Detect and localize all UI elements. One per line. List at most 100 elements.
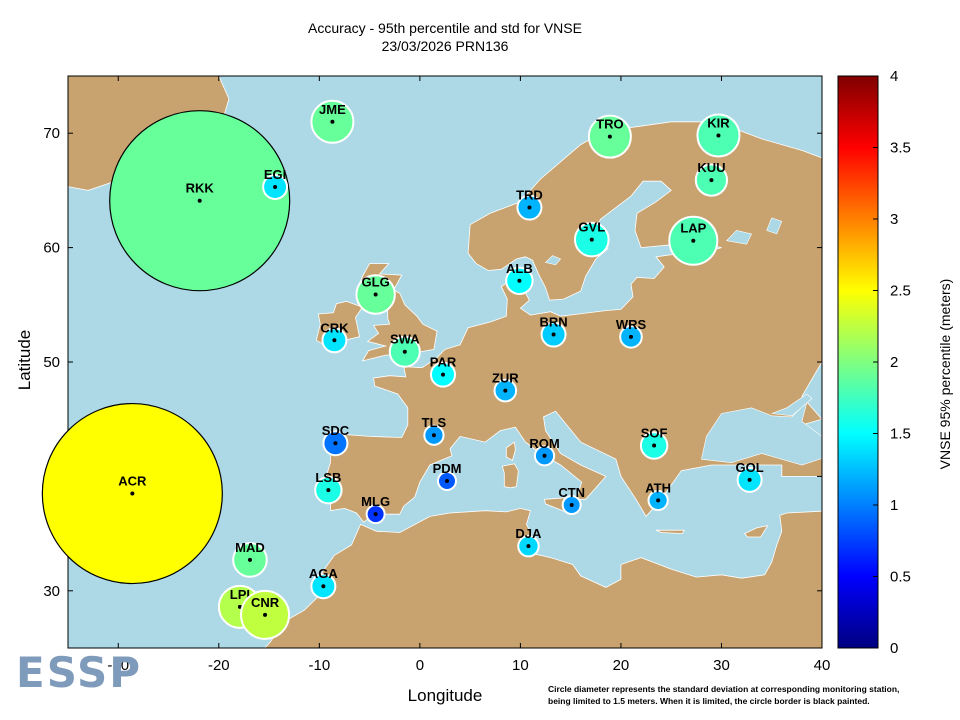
colorbar-tick-label: 0.5 [890,569,911,586]
footnote-line-1: Circle diameter represents the standard … [548,684,900,694]
station-label-par: PAR [430,355,457,370]
x-tick-label: 0 [416,657,424,674]
x-tick-label: 20 [613,657,630,674]
y-tick-label: 30 [43,583,60,600]
colorbar-tick-label: 2.5 [890,283,911,300]
azov-sea [771,393,813,417]
station-dot-lpi [237,604,242,609]
x-tick-label: 30 [713,657,730,674]
station-label-crk: CRK [320,320,349,335]
colorbar-tick-label: 1 [890,497,898,514]
station-label-lpi: LPI [230,587,250,602]
y-tick-label: 60 [43,240,60,257]
station-dot-sof [652,443,657,448]
colorbar-tick-label: 3 [890,211,898,228]
x-tick-label: -30 [107,657,129,674]
station-dot-brn [551,332,556,337]
station-dot-aga [321,584,326,589]
station-label-glg: GLG [362,275,390,290]
station-dot-dja [526,544,531,549]
y-tick-label: 70 [43,125,60,142]
crete-island [655,529,685,535]
station-dot-mad [247,557,252,562]
x-tick-label: 40 [814,657,831,674]
corsica-island [505,441,516,461]
station-dot-acr [130,491,135,496]
colorbar-tick-label: 4 [890,68,898,85]
station-dot-rkk [197,198,202,203]
station-label-cnr: CNR [251,595,280,610]
station-dot-tro [607,134,612,139]
station-dot-sdc [333,441,338,446]
footnote-line-2: being limited to 1.5 meters. When it is … [548,696,870,706]
station-label-sof: SOF [641,426,668,441]
chart-subtitle: 23/03/2026 PRN136 [381,38,509,54]
station-label-trd: TRD [516,188,543,203]
station-dot-cnr [263,612,268,617]
station-label-ath: ATH [645,480,671,495]
station-label-egi: EGI [264,167,286,182]
station-dot-swa [402,349,407,354]
station-label-sdc: SDC [322,423,350,438]
station-label-zur: ZUR [492,371,519,386]
station-dot-tls [431,433,436,438]
colorbar-tick-label: 2 [890,354,898,371]
colorbar [837,75,879,649]
chart-title: Accuracy - 95th percentile and std for V… [308,20,582,36]
lake-vanern [544,255,562,266]
station-dot-kuu [709,178,714,183]
station-dot-mlg [373,512,378,517]
station-label-tls: TLS [422,415,447,430]
colorbar-tick-label: 1.5 [890,426,911,443]
station-dot-zur [503,388,508,393]
station-label-kir: KIR [707,115,730,130]
black-sea [701,401,822,466]
y-axis-label: Latitude [15,329,34,391]
station-label-mad: MAD [235,540,265,555]
station-dot-egi [273,184,278,189]
lake-ladoga [725,230,753,245]
station-dot-lsb [326,488,331,493]
cyprus-island [743,525,769,538]
station-dot-crk [332,338,337,343]
station-label-tro: TRO [596,117,623,132]
station-label-alb: ALB [506,261,533,276]
station-label-jme: JME [319,102,346,117]
station-label-dja: DJA [515,526,542,541]
station-dot-gol [747,477,752,482]
x-tick-label: 10 [512,657,529,674]
colorbar-tick-label: 0 [890,640,898,657]
station-label-lap: LAP [680,221,706,236]
station-dot-lap [691,238,696,243]
station-dot-jme [330,119,335,124]
station-label-gol: GOL [736,460,764,475]
station-label-rkk: RKK [186,181,215,196]
station-label-ctn: CTN [558,485,585,500]
y-tick-label: 50 [43,354,60,371]
station-label-swa: SWA [390,332,420,347]
x-tick-label: -10 [308,657,330,674]
station-dot-alb [517,278,522,283]
station-dot-trd [527,205,532,210]
x-tick-label: -20 [208,657,230,674]
essp-logo: ESSP [16,648,143,697]
station-label-mlg: MLG [361,494,390,509]
lake-onega [766,217,783,235]
station-dot-gvl [589,237,594,242]
station-dot-ctn [569,503,574,507]
station-label-lsb: LSB [315,470,341,485]
station-dot-rom [542,453,547,458]
station-dot-glg [373,292,378,297]
sardinia-island [501,463,519,489]
station-dot-pdm [445,478,450,483]
station-dot-wrs [628,334,633,339]
station-dot-kir [716,133,721,138]
station-label-rom: ROM [529,436,559,451]
station-dot-par [440,372,445,377]
colorbar-label: VNSE 95% percentile (meters) [937,278,953,470]
station-label-brn: BRN [539,315,567,330]
station-label-pdm: PDM [433,461,462,476]
colorbar-tick-label: 3.5 [890,140,911,157]
x-axis-label: Longitude [407,686,483,705]
